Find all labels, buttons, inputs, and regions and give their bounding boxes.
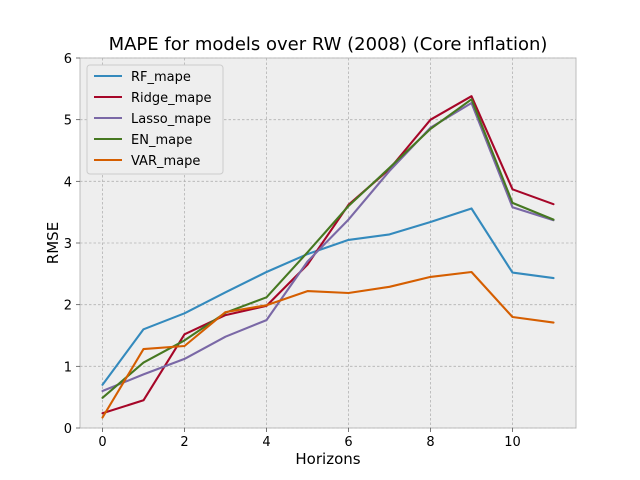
x-tick-label: 0 (98, 435, 106, 450)
legend-item: VAR_mape (94, 154, 200, 169)
legend-label: VAR_mape (131, 154, 200, 169)
chart-title: MAPE for models over RW (2008) (Core inf… (109, 34, 548, 55)
legend-item: Lasso_mape (94, 112, 211, 127)
legend-label: Ridge_mape (131, 91, 212, 106)
y-tick-label: 2 (64, 299, 72, 314)
y-tick-label: 3 (64, 237, 72, 252)
series-EN_mape (101, 98, 555, 399)
x-tick-label: 8 (426, 435, 434, 450)
y-axis-title: RMSE (44, 222, 62, 264)
legend-label: EN_mape (131, 133, 192, 148)
x-axis-title: Horizons (295, 450, 360, 468)
x-tick-label: 4 (262, 435, 270, 450)
legend-item: EN_mape (94, 133, 192, 148)
series-line (101, 207, 555, 386)
y-tick-label: 6 (64, 52, 72, 67)
legend-box (86, 64, 224, 175)
legend-label: RF_mape (131, 70, 191, 85)
legend-label: Lasso_mape (131, 112, 211, 127)
x-tick-label: 10 (504, 435, 521, 450)
series-line (101, 101, 555, 393)
series-RF_mape (101, 207, 555, 386)
x-tick-label: 6 (344, 435, 352, 450)
x-tick-label: 2 (180, 435, 188, 450)
legend-item: Ridge_mape (94, 91, 212, 106)
series-line (101, 95, 555, 415)
y-tick-label: 0 (64, 422, 72, 437)
y-tick-label: 1 (64, 360, 72, 375)
series-line (101, 270, 555, 419)
series-lines (101, 95, 555, 419)
series-VAR_mape (101, 270, 555, 419)
series-Lasso_mape (101, 101, 555, 393)
y-tick-label: 4 (64, 175, 72, 190)
series-line (101, 98, 555, 399)
legend-item: RF_mape (94, 70, 191, 85)
axis-ticks: 0 2 4 6 8 10 0 1 2 3 4 5 6 (64, 52, 521, 450)
y-tick-label: 5 (64, 114, 72, 129)
legend: RF_mape Ridge_mape Lasso_mape EN_mape VAR_ma… (86, 64, 224, 175)
series-Ridge_mape (101, 95, 555, 415)
